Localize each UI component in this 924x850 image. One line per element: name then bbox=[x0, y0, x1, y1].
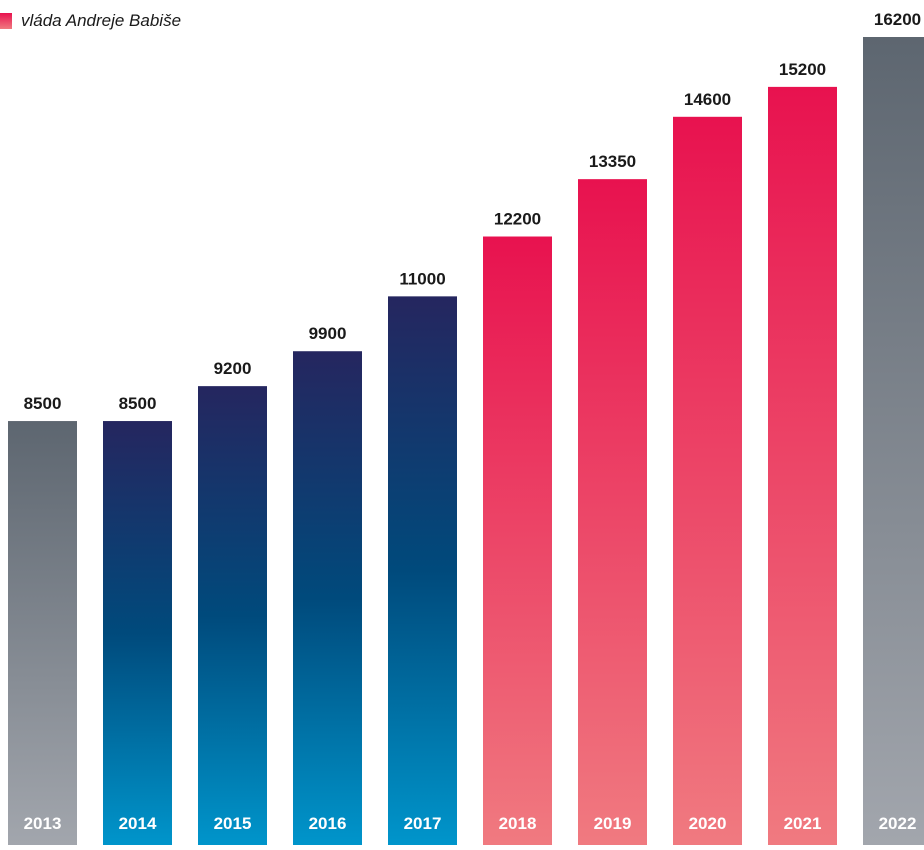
bar-2022 bbox=[863, 37, 924, 845]
bar-2016 bbox=[293, 351, 362, 845]
value-label-2015: 9200 bbox=[214, 359, 252, 378]
value-label-2021: 15200 bbox=[779, 60, 826, 79]
category-label-2018: 2018 bbox=[499, 814, 537, 833]
value-label-2013: 8500 bbox=[24, 394, 62, 413]
category-label-2014: 2014 bbox=[119, 814, 157, 833]
category-label-2020: 2020 bbox=[689, 814, 727, 833]
value-label-2018: 12200 bbox=[494, 210, 541, 229]
bar-2021 bbox=[768, 86, 837, 846]
bar-2020 bbox=[673, 116, 742, 845]
bar-2017 bbox=[388, 296, 457, 845]
value-label-2020: 14600 bbox=[684, 90, 731, 109]
legend: vláda Andreje Babiše bbox=[0, 10, 181, 32]
category-label-2017: 2017 bbox=[404, 814, 442, 833]
legend-swatch bbox=[0, 13, 12, 29]
category-label-2022: 2022 bbox=[879, 814, 917, 833]
bar-2018 bbox=[483, 236, 552, 846]
value-label-2022: 16200 bbox=[874, 10, 921, 29]
value-label-2016: 9900 bbox=[309, 324, 347, 343]
category-label-2013: 2013 bbox=[24, 814, 62, 833]
bar-2013 bbox=[8, 421, 77, 845]
legend-label: vláda Andreje Babiše bbox=[21, 11, 182, 30]
bar-2014 bbox=[103, 421, 172, 845]
value-label-2017: 11000 bbox=[399, 269, 445, 288]
category-label-2021: 2021 bbox=[784, 814, 822, 833]
value-label-2019: 13350 bbox=[589, 152, 636, 171]
category-label-2019: 2019 bbox=[594, 814, 632, 833]
value-label-2014: 8500 bbox=[119, 394, 157, 413]
category-label-2015: 2015 bbox=[214, 814, 252, 833]
bar-2015 bbox=[198, 386, 267, 845]
category-label-2016: 2016 bbox=[309, 814, 347, 833]
bar-2019 bbox=[578, 179, 647, 846]
